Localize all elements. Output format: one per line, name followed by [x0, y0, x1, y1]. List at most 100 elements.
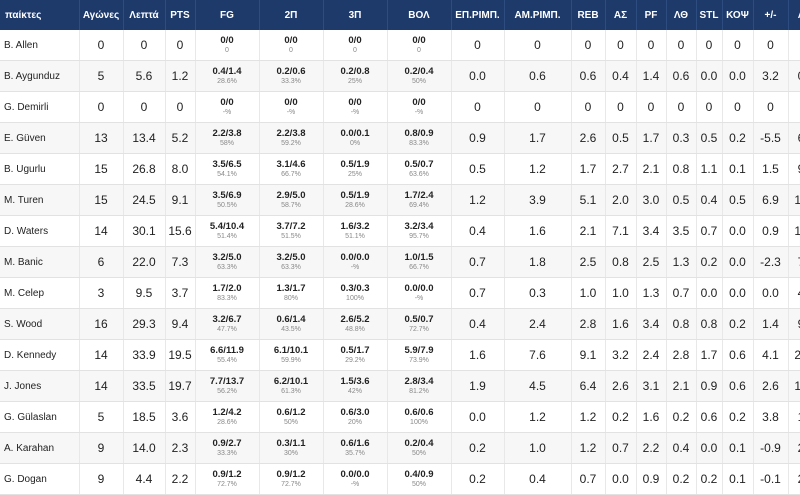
header-offensive-rebounds[interactable]: ΕΠ.ΡΙΜΠ.	[451, 0, 505, 30]
games-cell: 15	[79, 184, 124, 216]
player-name[interactable]: M. Turen	[0, 184, 80, 216]
shot-made-attempted: 1.6/3.2	[340, 221, 370, 232]
shot-made-attempted: 0/0	[220, 35, 234, 46]
def-rebounds-cell: 1.0	[504, 432, 572, 464]
player-name[interactable]: B. Aygunduz	[0, 60, 80, 92]
points-cell: 5.2	[165, 122, 196, 154]
ft-cell: 0.8/0.9 83.3%	[387, 122, 452, 154]
shot-made-attempted: 0.9/1.2	[212, 469, 242, 480]
header-points[interactable]: PTS	[165, 0, 196, 30]
shot-made-attempted: 1.5/3.6	[340, 376, 370, 387]
shot-made-attempted: 0.9/2.7	[212, 438, 242, 449]
points-cell: 9.1	[165, 184, 196, 216]
turnovers-cell: 3.5	[666, 215, 697, 247]
header-fouls[interactable]: PF	[636, 0, 667, 30]
two-pt-cell: 0/0 -%	[259, 91, 324, 123]
header-free-throws[interactable]: ΒΟΛ	[387, 0, 452, 30]
steals-cell: 0.8	[696, 308, 723, 340]
table-row: S. Wood 16 29.3 9.4 3.2/6.7 47.7% 0.6/1.4 43.5%…	[0, 308, 800, 340]
points-cell: 15.6	[165, 215, 196, 247]
shot-made-attempted: 0.5/1.7	[340, 345, 370, 356]
fg-cell: 3.5/6.9 50.5%	[195, 184, 260, 216]
shot-made-attempted: 6.1/10.1	[273, 345, 309, 356]
efficiency-cell: 4.7	[788, 277, 800, 309]
header-players[interactable]: παίκτες	[0, 0, 80, 30]
header-assists[interactable]: ΑΣ	[605, 0, 637, 30]
shot-percentage: 50.5%	[217, 202, 237, 209]
shot-made-attempted: 0.5/0.7	[404, 159, 434, 170]
player-name[interactable]: A. Karahan	[0, 432, 80, 464]
player-name[interactable]: G. Gülaslan	[0, 401, 80, 433]
shot-made-attempted: 0.3/1.1	[276, 438, 306, 449]
blocks-cell: 0.1	[722, 153, 754, 185]
three-pt-cell: 0.5/1.9 25%	[323, 153, 388, 185]
player-name[interactable]: B. Ugurlu	[0, 153, 80, 185]
games-cell: 6	[79, 246, 124, 278]
header-efficiency[interactable]: ΑΞ.	[788, 0, 800, 30]
player-name[interactable]: G. Dogan	[0, 463, 80, 495]
assists-cell: 3.2	[605, 339, 637, 371]
player-name[interactable]: D. Waters	[0, 215, 80, 247]
two-pt-cell: 6.2/10.1 61.3%	[259, 370, 324, 402]
fouls-cell: 0	[636, 30, 667, 61]
shot-made-attempted: 0.6/0.6	[404, 407, 434, 418]
shot-percentage: 100%	[346, 295, 364, 302]
steals-cell: 0.9	[696, 370, 723, 402]
steals-cell: 0	[696, 91, 723, 123]
turnovers-cell: 2.1	[666, 370, 697, 402]
header-field-goals[interactable]: FG	[195, 0, 260, 30]
shot-percentage: 72.7%	[281, 481, 301, 488]
shot-percentage: 47.7%	[217, 326, 237, 333]
two-pt-cell: 0.3/1.1 30%	[259, 432, 324, 464]
minutes-cell: 33.5	[123, 370, 166, 402]
ft-cell: 0.2/0.4 50%	[387, 60, 452, 92]
header-plus-minus[interactable]: +/-	[753, 0, 789, 30]
turnovers-cell: 0.3	[666, 122, 697, 154]
points-cell: 0	[165, 30, 196, 61]
rebounds-cell: 0	[571, 30, 606, 61]
header-two-pointers[interactable]: 2Π	[259, 0, 324, 30]
player-name[interactable]: B. Allen	[0, 30, 80, 61]
steals-cell: 1.7	[696, 339, 723, 371]
player-name[interactable]: M. Banic	[0, 246, 80, 278]
def-rebounds-cell: 0	[504, 91, 572, 123]
header-games[interactable]: Αγώνες	[79, 0, 124, 30]
efficiency-cell: 15.8	[788, 215, 800, 247]
three-pt-cell: 0.5/1.7 29.2%	[323, 339, 388, 371]
fouls-cell: 0.9	[636, 463, 667, 495]
table-header: παίκτες Αγώνες Λεπτά PTS FG 2Π 3Π ΒΟΛ ΕΠ…	[0, 0, 800, 30]
turnovers-cell: 2.8	[666, 339, 697, 371]
three-pt-cell: 0.0/0.0 -%	[323, 246, 388, 278]
header-row: παίκτες Αγώνες Λεπτά PTS FG 2Π 3Π ΒΟΛ ΕΠ…	[0, 0, 800, 30]
header-three-pointers[interactable]: 3Π	[323, 0, 388, 30]
header-turnovers[interactable]: ΛΘ	[666, 0, 697, 30]
header-blocks[interactable]: ΚΟΨ	[722, 0, 754, 30]
fg-cell: 3.2/6.7 47.7%	[195, 308, 260, 340]
turnovers-cell: 0.2	[666, 463, 697, 495]
header-defensive-rebounds[interactable]: ΑΜ.ΡΙΜΠ.	[504, 0, 572, 30]
assists-cell: 2.7	[605, 153, 637, 185]
fg-cell: 2.2/3.8 58%	[195, 122, 260, 154]
rebounds-cell: 2.8	[571, 308, 606, 340]
player-name[interactable]: M. Celep	[0, 277, 80, 309]
shot-percentage: 30%	[283, 450, 298, 457]
player-name[interactable]: J. Jones	[0, 370, 80, 402]
player-name[interactable]: E. Güven	[0, 122, 80, 154]
player-name[interactable]: S. Wood	[0, 308, 80, 340]
shot-made-attempted: 0.6/3.0	[340, 407, 370, 418]
shot-made-attempted: 1.0/1.5	[404, 252, 434, 263]
shot-percentage: 0	[353, 47, 357, 54]
header-rebounds[interactable]: REB	[571, 0, 606, 30]
shot-made-attempted: 0.8/0.9	[404, 128, 434, 139]
shot-made-attempted: 2.6/5.2	[340, 314, 370, 325]
shot-made-attempted: 0.9/1.2	[276, 469, 306, 480]
shot-percentage: 28.6%	[217, 419, 237, 426]
shot-made-attempted: 5.9/7.9	[404, 345, 434, 356]
header-steals[interactable]: STL	[696, 0, 723, 30]
two-pt-cell: 0.9/1.2 72.7%	[259, 463, 324, 495]
header-minutes[interactable]: Λεπτά	[123, 0, 166, 30]
shot-made-attempted: 6.2/10.1	[273, 376, 309, 387]
player-name[interactable]: D. Kennedy	[0, 339, 80, 371]
player-name[interactable]: G. Demirli	[0, 91, 80, 123]
